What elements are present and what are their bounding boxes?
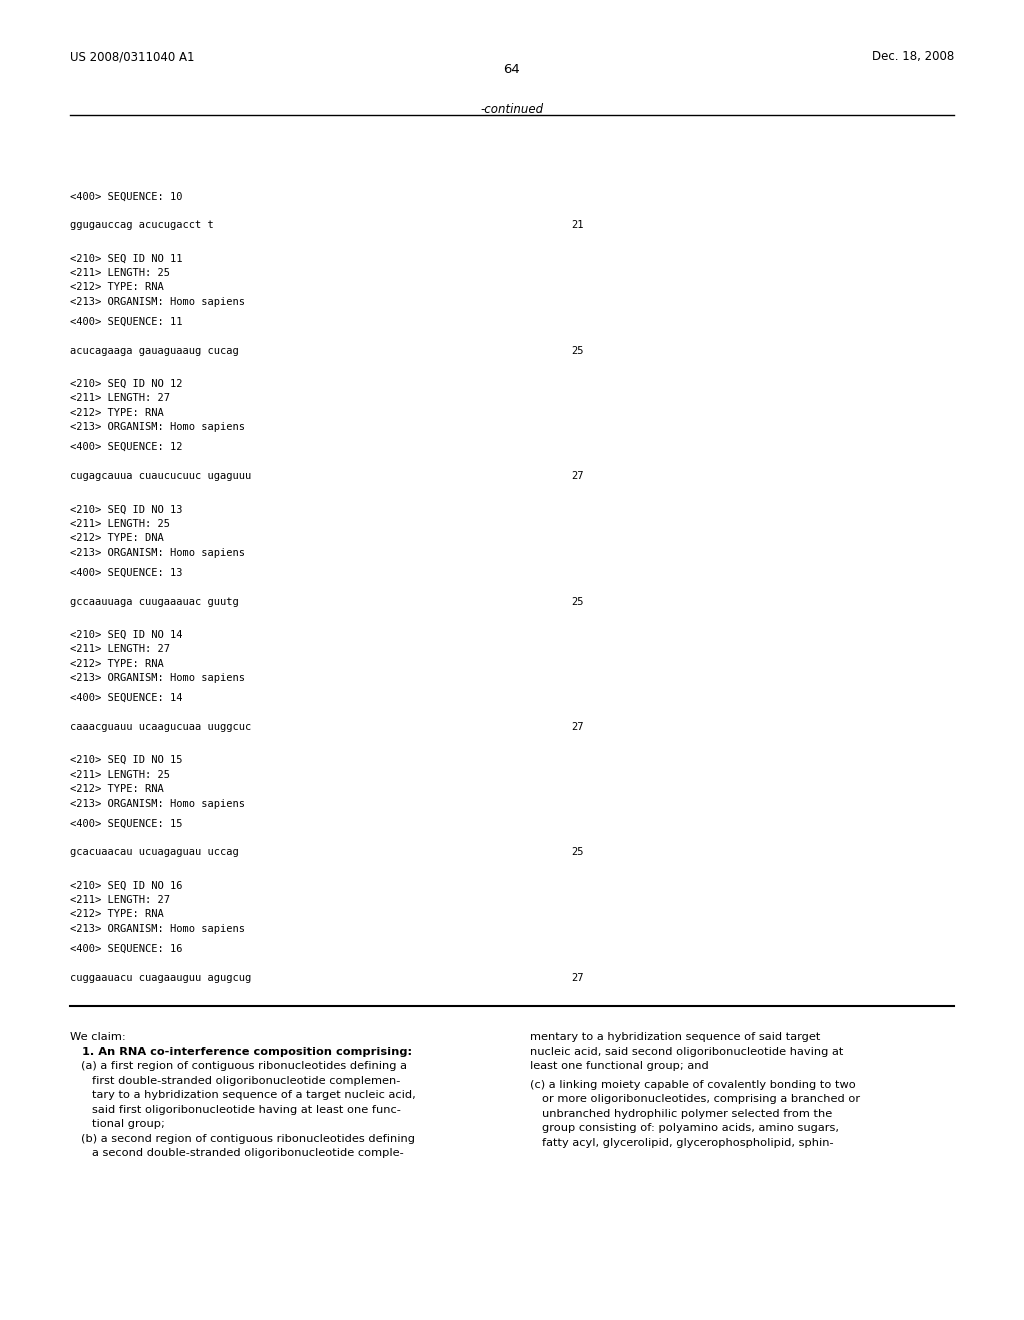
Text: <213> ORGANISM: Homo sapiens: <213> ORGANISM: Homo sapiens (70, 799, 245, 809)
Text: <211> LENGTH: 27: <211> LENGTH: 27 (70, 895, 170, 906)
Text: acucagaaga gauaguaaug cucag: acucagaaga gauaguaaug cucag (70, 346, 239, 356)
Text: tional group;: tional group; (92, 1119, 165, 1130)
Text: 27: 27 (571, 973, 584, 983)
Text: US 2008/0311040 A1: US 2008/0311040 A1 (70, 50, 195, 63)
Text: <210> SEQ ID NO 15: <210> SEQ ID NO 15 (70, 755, 182, 766)
Text: or more oligoribonucleotides, comprising a branched or: or more oligoribonucleotides, comprising… (542, 1094, 860, 1105)
Text: <400> SEQUENCE: 14: <400> SEQUENCE: 14 (70, 693, 182, 704)
Text: <210> SEQ ID NO 12: <210> SEQ ID NO 12 (70, 379, 182, 389)
Text: <212> TYPE: RNA: <212> TYPE: RNA (70, 909, 164, 920)
Text: <400> SEQUENCE: 11: <400> SEQUENCE: 11 (70, 317, 182, 327)
Text: <212> TYPE: RNA: <212> TYPE: RNA (70, 659, 164, 669)
Text: <212> TYPE: RNA: <212> TYPE: RNA (70, 282, 164, 293)
Text: gcacuaacau ucuagaguau uccag: gcacuaacau ucuagaguau uccag (70, 847, 239, 858)
Text: 1. An RNA co-interference composition comprising:: 1. An RNA co-interference composition co… (70, 1047, 412, 1057)
Text: caaacguauu ucaagucuaa uuggcuc: caaacguauu ucaagucuaa uuggcuc (70, 722, 251, 733)
Text: (a) a first region of contiguous ribonucleotides defining a: (a) a first region of contiguous ribonuc… (81, 1061, 407, 1072)
Text: <213> ORGANISM: Homo sapiens: <213> ORGANISM: Homo sapiens (70, 924, 245, 935)
Text: 64: 64 (504, 63, 520, 77)
Text: <400> SEQUENCE: 16: <400> SEQUENCE: 16 (70, 944, 182, 954)
Text: <210> SEQ ID NO 14: <210> SEQ ID NO 14 (70, 630, 182, 640)
Text: unbranched hydrophilic polymer selected from the: unbranched hydrophilic polymer selected … (542, 1109, 831, 1119)
Text: <400> SEQUENCE: 15: <400> SEQUENCE: 15 (70, 818, 182, 829)
Text: 27: 27 (571, 471, 584, 482)
Text: <213> ORGANISM: Homo sapiens: <213> ORGANISM: Homo sapiens (70, 673, 245, 684)
Text: <211> LENGTH: 25: <211> LENGTH: 25 (70, 268, 170, 279)
Text: fatty acyl, glycerolipid, glycerophospholipid, sphin-: fatty acyl, glycerolipid, glycerophospho… (542, 1138, 834, 1148)
Text: gccaauuaga cuugaaauac guutg: gccaauuaga cuugaaauac guutg (70, 597, 239, 607)
Text: <213> ORGANISM: Homo sapiens: <213> ORGANISM: Homo sapiens (70, 548, 245, 558)
Text: 21: 21 (571, 220, 584, 231)
Text: <210> SEQ ID NO 11: <210> SEQ ID NO 11 (70, 253, 182, 264)
Text: group consisting of: polyamino acids, amino sugars,: group consisting of: polyamino acids, am… (542, 1123, 839, 1134)
Text: <400> SEQUENCE: 10: <400> SEQUENCE: 10 (70, 191, 182, 202)
Text: <211> LENGTH: 27: <211> LENGTH: 27 (70, 393, 170, 404)
Text: a second double-stranded oligoribonucleotide comple-: a second double-stranded oligoribonucleo… (92, 1148, 403, 1159)
Text: <211> LENGTH: 25: <211> LENGTH: 25 (70, 770, 170, 780)
Text: tary to a hybridization sequence of a target nucleic acid,: tary to a hybridization sequence of a ta… (92, 1090, 416, 1101)
Text: 25: 25 (571, 597, 584, 607)
Text: cuggaauacu cuagaauguu agugcug: cuggaauacu cuagaauguu agugcug (70, 973, 251, 983)
Text: <212> TYPE: RNA: <212> TYPE: RNA (70, 408, 164, 418)
Text: cugagcauua cuaucucuuc ugaguuu: cugagcauua cuaucucuuc ugaguuu (70, 471, 251, 482)
Text: 25: 25 (571, 346, 584, 356)
Text: <211> LENGTH: 25: <211> LENGTH: 25 (70, 519, 170, 529)
Text: <400> SEQUENCE: 12: <400> SEQUENCE: 12 (70, 442, 182, 453)
Text: 27: 27 (571, 722, 584, 733)
Text: <212> TYPE: DNA: <212> TYPE: DNA (70, 533, 164, 544)
Text: (c) a linking moiety capable of covalently bonding to two: (c) a linking moiety capable of covalent… (530, 1080, 856, 1090)
Text: <211> LENGTH: 27: <211> LENGTH: 27 (70, 644, 170, 655)
Text: <210> SEQ ID NO 16: <210> SEQ ID NO 16 (70, 880, 182, 891)
Text: said first oligoribonucleotide having at least one func-: said first oligoribonucleotide having at… (92, 1105, 401, 1115)
Text: least one functional group; and: least one functional group; and (530, 1061, 710, 1072)
Text: <210> SEQ ID NO 13: <210> SEQ ID NO 13 (70, 504, 182, 515)
Text: ggugauccag acucugacct t: ggugauccag acucugacct t (70, 220, 213, 231)
Text: <213> ORGANISM: Homo sapiens: <213> ORGANISM: Homo sapiens (70, 422, 245, 433)
Text: <213> ORGANISM: Homo sapiens: <213> ORGANISM: Homo sapiens (70, 297, 245, 308)
Text: first double-stranded oligoribonucleotide complemen-: first double-stranded oligoribonucleotid… (92, 1076, 400, 1086)
Text: nucleic acid, said second oligoribonucleotide having at: nucleic acid, said second oligoribonucle… (530, 1047, 844, 1057)
Text: 25: 25 (571, 847, 584, 858)
Text: <212> TYPE: RNA: <212> TYPE: RNA (70, 784, 164, 795)
Text: -continued: -continued (480, 103, 544, 116)
Text: <400> SEQUENCE: 13: <400> SEQUENCE: 13 (70, 568, 182, 578)
Text: Dec. 18, 2008: Dec. 18, 2008 (872, 50, 954, 63)
Text: mentary to a hybridization sequence of said target: mentary to a hybridization sequence of s… (530, 1032, 821, 1043)
Text: (b) a second region of contiguous ribonucleotides defining: (b) a second region of contiguous ribonu… (81, 1134, 415, 1144)
Text: We claim:: We claim: (70, 1032, 125, 1043)
